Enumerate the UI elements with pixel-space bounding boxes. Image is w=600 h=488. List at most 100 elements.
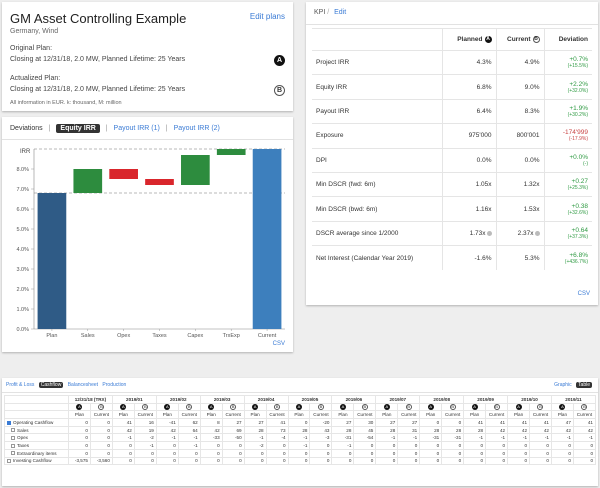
expand-toggle-icon[interactable]: [11, 428, 15, 433]
view-graphic-button[interactable]: Graphic: [554, 382, 572, 388]
asset-subtitle: Germany, Wind: [10, 28, 59, 35]
cashflow-cell: 0: [441, 441, 465, 450]
cashflow-row-label[interactable]: Operating Cashflow: [4, 418, 69, 427]
cashflow-row-name: Investing Cashflow: [13, 458, 52, 464]
kpi-label: Min DSCR (bwd: 6m): [312, 196, 442, 222]
cashflow-cell: 0: [507, 448, 531, 458]
sub-label-plan: Plan: [68, 410, 91, 420]
cashflow-cell: 0: [419, 441, 443, 450]
tab-equity-irr[interactable]: Equity IRR: [56, 124, 100, 133]
cashflow-cell: -50: [221, 433, 245, 443]
tab-payout-irr-1[interactable]: Payout IRR (1): [113, 125, 160, 132]
cashflow-row-label[interactable]: Opex: [4, 433, 69, 443]
expand-toggle-icon[interactable]: [11, 451, 15, 456]
cashflow-cell: 0: [265, 456, 289, 466]
sub-label-current: Current: [485, 410, 509, 420]
kpi-deviation-pct: (+436.7%): [564, 258, 588, 265]
deviations-tabs: Deviations | Equity IRR | Payout IRR (1)…: [10, 124, 224, 133]
period-header: 2019/11: [550, 395, 597, 404]
current-badge-cell: B: [221, 402, 245, 412]
cashflow-cell: 0: [89, 441, 113, 450]
y-tick-label: 8.0%: [16, 167, 29, 173]
tab-payout-irr-2[interactable]: Payout IRR (2): [173, 125, 220, 132]
plan-a-icon: A: [296, 404, 302, 410]
cashflow-cell: 0: [221, 441, 245, 450]
cashflow-cell: -1: [507, 433, 531, 443]
current-badge-cell: B: [353, 402, 377, 412]
expand-toggle-icon[interactable]: [7, 420, 11, 425]
cashflow-cell: -1: [287, 441, 311, 450]
current-badge-cell: B: [572, 402, 597, 412]
kpi-deviation-pct: (-17.9%): [568, 136, 588, 143]
cashflow-cell: 41: [572, 418, 597, 427]
tab-separator: |: [165, 125, 168, 132]
cashflow-cell: 0: [89, 448, 113, 458]
plan-a-icon: A: [252, 404, 259, 410]
cashflow-cell: 0: [485, 456, 509, 466]
kpi-planned-cell: -1.6%: [441, 245, 496, 271]
cashflow-card: Profit & Loss Cashflow Balancesheet Prod…: [2, 378, 598, 486]
cashflow-row-label[interactable]: Taxes: [4, 441, 69, 450]
expand-toggle-icon[interactable]: [7, 459, 11, 464]
x-tick-label: Sales: [81, 333, 95, 339]
plan-b-badge: B: [274, 85, 285, 96]
cashflow-cell: -1: [133, 441, 157, 450]
cashflow-cell: 0: [375, 456, 399, 466]
cashflow-cell: 41: [265, 418, 289, 427]
cashflow-row-name: Taxes: [17, 442, 29, 448]
kpi-row: Net Interest (Calendar Year 2019) -1.6% 5.…: [312, 245, 592, 271]
cashflow-cell: 0: [199, 448, 223, 458]
kpi-header-row: Planned A Current B Deviation: [312, 28, 592, 51]
current-badge-cell: B: [441, 402, 465, 412]
cashflow-cell: -1: [111, 433, 135, 443]
sub-label-current: Current: [441, 410, 465, 420]
info-icon: [486, 230, 492, 236]
cashflow-cell: 0: [463, 441, 487, 450]
deviations-csv-link[interactable]: CSV: [272, 341, 285, 347]
expand-toggle-icon[interactable]: [11, 436, 15, 441]
waterfall-chart: IRR 0.0% 1.0% 2.0% 3.0% 4.0% 5.0% 6.0% 7.0% 8.0% P…: [16, 148, 285, 339]
sub-label-plan: Plan: [243, 410, 267, 420]
cashflow-row-label[interactable]: Extraordinary items: [4, 448, 69, 458]
kpi-current-value: 1.32x: [523, 181, 540, 189]
cashflow-row-label[interactable]: Investing Cashflow: [4, 456, 69, 466]
current-badge-cell: B: [397, 402, 421, 412]
kpi-planned-value: 4.3%: [476, 59, 492, 67]
cashflow-cell: 69: [221, 425, 245, 435]
y-tick-label: 2.0%: [16, 287, 29, 293]
cashflow-row-label[interactable]: Sales: [4, 425, 69, 435]
kpi-deviation: +0.27 (+25.3%): [543, 171, 592, 197]
kpi-edit-link[interactable]: Edit: [334, 9, 347, 16]
cashflow-cell: 28: [375, 425, 399, 435]
edit-plans-link[interactable]: Edit plans: [249, 12, 285, 21]
plan-b-icon: B: [405, 404, 412, 410]
tab-balancesheet[interactable]: Balancesheet: [67, 382, 99, 388]
plan-b-icon: B: [230, 404, 237, 410]
kpi-row: Exposure 975'000 800'001 -174'999 (-17.9%): [312, 123, 592, 149]
plan-badge-cell: A: [155, 402, 179, 412]
plan-b-icon: B: [186, 404, 193, 410]
cashflow-cell: 0: [265, 448, 289, 458]
kpi-deviation-pct: (+32.6%): [567, 209, 588, 216]
kpi-current-cell: 1.53x: [495, 196, 544, 222]
current-badge-cell: B: [89, 402, 113, 412]
y-tick-label: 4.0%: [16, 247, 29, 253]
cashflow-cell: 0: [309, 448, 333, 458]
current-badge-cell: B: [177, 402, 201, 412]
kpi-deviation-pct: (-): [583, 160, 588, 167]
view-table-button[interactable]: Table: [576, 382, 592, 388]
cashflow-cell: -1: [177, 433, 201, 443]
kpi-csv-link[interactable]: CSV: [577, 291, 590, 297]
tab-profit-loss[interactable]: Profit & Loss: [6, 382, 35, 388]
cashflow-cell: -31: [419, 433, 443, 443]
tab-production[interactable]: Production: [102, 382, 127, 388]
tab-cashflow[interactable]: Cashflow: [38, 382, 64, 388]
expand-toggle-icon[interactable]: [11, 443, 15, 448]
cashflow-cell: 41: [529, 418, 552, 427]
cashflow-cell: -3: [309, 433, 333, 443]
y-tick-label: 0.0%: [16, 327, 29, 333]
kpi-row: Equity IRR 6.8% 9.0% +2.2% (+32.0%): [312, 74, 592, 100]
cashflow-cell: 0: [133, 448, 157, 458]
cashflow-cell: -54: [353, 433, 377, 443]
kpi-current-value: 4.9%: [524, 59, 540, 67]
